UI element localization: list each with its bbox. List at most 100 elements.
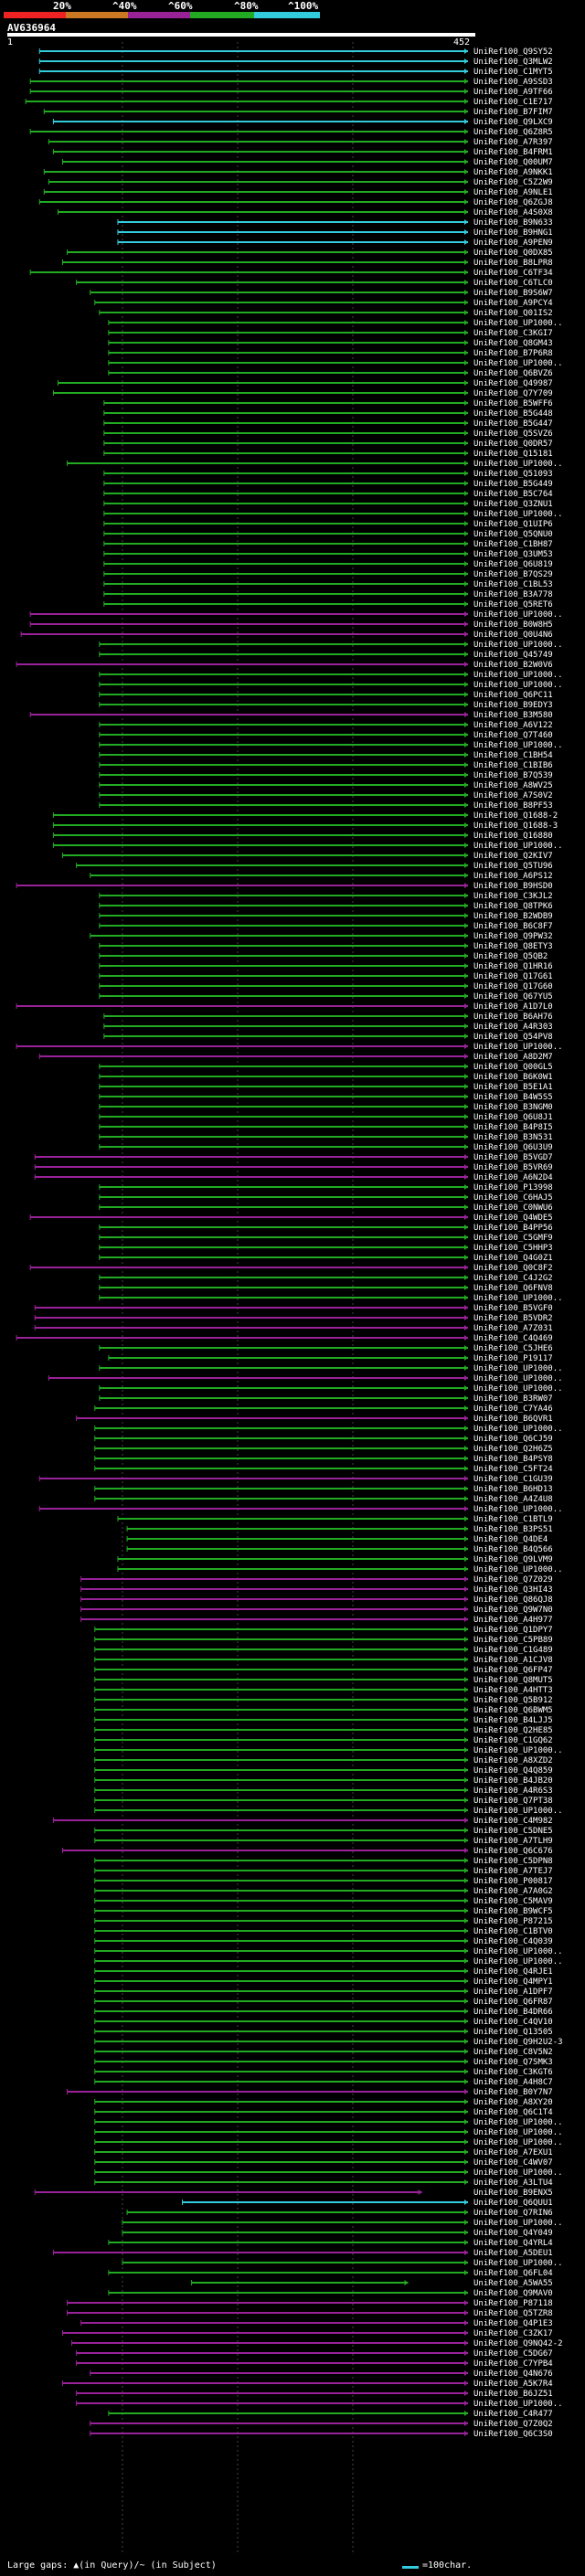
- hit-label[interactable]: UniRef100_B5VGD7: [473, 1153, 553, 1162]
- hit-label[interactable]: UniRef100_B5G449: [473, 480, 553, 489]
- hit-label[interactable]: UniRef100_A1CJV8: [473, 1656, 553, 1665]
- hit-label[interactable]: UniRef100_A5K7R4: [473, 2380, 553, 2389]
- hit-label[interactable]: UniRef100_B7FIM7: [473, 108, 553, 117]
- hit-label[interactable]: UniRef100_C1GQ62: [473, 1736, 553, 1745]
- hit-label[interactable]: UniRef100_Q86QJ8: [473, 1595, 553, 1605]
- hit-label[interactable]: UniRef100_Q2HE85: [473, 1726, 553, 1735]
- hit-label[interactable]: UniRef100_B8PF53: [473, 801, 553, 811]
- hit-label[interactable]: UniRef100_B9HNG1: [473, 228, 553, 238]
- hit-label[interactable]: UniRef100_C1BH54: [473, 751, 553, 760]
- hit-label[interactable]: UniRef100_UP1000..: [473, 359, 563, 368]
- hit-label[interactable]: UniRef100_A8D2M7: [473, 1053, 553, 1062]
- hit-label[interactable]: UniRef100_UP1000..: [473, 2138, 563, 2147]
- hit-label[interactable]: UniRef100_Q54PV8: [473, 1033, 553, 1042]
- hit-label[interactable]: UniRef100_Q6ZGJ8: [473, 198, 553, 207]
- hit-label[interactable]: UniRef100_Q7Z0Q2: [473, 2420, 553, 2429]
- hit-label[interactable]: UniRef100_C8V5N2: [473, 2048, 553, 2057]
- hit-label[interactable]: UniRef100_Q4RJE1: [473, 1967, 553, 1977]
- hit-label[interactable]: UniRef100_Q6U3U9: [473, 1143, 553, 1152]
- hit-label[interactable]: UniRef100_UP1000..: [473, 1807, 563, 1816]
- hit-label[interactable]: UniRef100_B3N531: [473, 1133, 553, 1142]
- hit-label[interactable]: UniRef100_A5WA55: [473, 2279, 553, 2288]
- hit-label[interactable]: UniRef100_C1BL53: [473, 580, 553, 589]
- hit-label[interactable]: UniRef100_Q9MAV0: [473, 2289, 553, 2298]
- hit-label[interactable]: UniRef100_Q9SY52: [473, 48, 553, 57]
- hit-label[interactable]: UniRef100_C5DNE5: [473, 1827, 553, 1836]
- hit-label[interactable]: UniRef100_UP1000..: [473, 460, 563, 469]
- hit-label[interactable]: UniRef100_Q1DPY7: [473, 1626, 553, 1635]
- hit-label[interactable]: UniRef100_UP1000..: [473, 2219, 563, 2228]
- hit-label[interactable]: UniRef100_Q00UM7: [473, 158, 553, 167]
- hit-label[interactable]: UniRef100_Q5B912: [473, 1696, 553, 1705]
- hit-label[interactable]: UniRef100_Q1HR16: [473, 962, 553, 971]
- hit-label[interactable]: UniRef100_Q4Q859: [473, 1766, 553, 1776]
- hit-label[interactable]: UniRef100_B4Q566: [473, 1545, 553, 1554]
- hit-label[interactable]: UniRef100_A6N2D4: [473, 1173, 553, 1182]
- hit-label[interactable]: UniRef100_Q3HI43: [473, 1585, 553, 1595]
- hit-label[interactable]: UniRef100_C5HHP3: [473, 1244, 553, 1253]
- hit-label[interactable]: UniRef100_Q4Y049: [473, 2229, 553, 2238]
- hit-label[interactable]: UniRef100_Q7SMK3: [473, 2058, 553, 2067]
- hit-label[interactable]: UniRef100_B5WFF6: [473, 399, 553, 408]
- hit-label[interactable]: UniRef100_A9SSD3: [473, 78, 553, 87]
- hit-label[interactable]: UniRef100_B4PP56: [473, 1224, 553, 1233]
- hit-label[interactable]: UniRef100_Q5SVZ6: [473, 429, 553, 439]
- hit-label[interactable]: UniRef100_Q7Z029: [473, 1575, 553, 1585]
- hit-label[interactable]: UniRef100_Q45749: [473, 651, 553, 660]
- hit-label[interactable]: UniRef100_A7TEJ7: [473, 1867, 553, 1876]
- hit-label[interactable]: UniRef100_Q6FP47: [473, 1666, 553, 1675]
- hit-label[interactable]: UniRef100_B9HSD0: [473, 882, 553, 891]
- hit-label[interactable]: UniRef100_Q0U4N6: [473, 631, 553, 640]
- hit-label[interactable]: UniRef100_A4R303: [473, 1023, 553, 1032]
- hit-label[interactable]: UniRef100_C6HAJ5: [473, 1193, 553, 1203]
- hit-label[interactable]: UniRef100_C3ZK17: [473, 2329, 553, 2338]
- hit-label[interactable]: UniRef100_B6C8F7: [473, 922, 553, 931]
- hit-label[interactable]: UniRef100_C3KGI7: [473, 329, 553, 338]
- hit-label[interactable]: UniRef100_C3KJL2: [473, 892, 553, 901]
- hit-label[interactable]: UniRef100_B3M580: [473, 711, 553, 720]
- hit-label[interactable]: UniRef100_UP1000..: [473, 510, 563, 519]
- hit-label[interactable]: UniRef100_Q4YRL4: [473, 2239, 553, 2248]
- hit-label[interactable]: UniRef100_Q6U8J1: [473, 1113, 553, 1122]
- hit-label[interactable]: UniRef100_Q8GM43: [473, 339, 553, 348]
- hit-label[interactable]: UniRef100_UP1000..: [473, 641, 563, 650]
- hit-label[interactable]: UniRef100_UP1000..: [473, 681, 563, 690]
- hit-label[interactable]: UniRef100_UP1000..: [473, 2128, 563, 2137]
- hit-label[interactable]: UniRef100_Q5QB2: [473, 952, 548, 961]
- hit-label[interactable]: UniRef100_B5G448: [473, 409, 553, 419]
- hit-label[interactable]: UniRef100_B6K0W1: [473, 1073, 553, 1082]
- hit-label[interactable]: UniRef100_A4H977: [473, 1616, 553, 1625]
- hit-label[interactable]: UniRef100_B5G447: [473, 419, 553, 429]
- hit-label[interactable]: UniRef100_C4J2G2: [473, 1274, 553, 1283]
- hit-label[interactable]: UniRef100_A6V122: [473, 721, 553, 730]
- hit-label[interactable]: UniRef100_Q9NQ42-2: [473, 2339, 563, 2348]
- hit-label[interactable]: UniRef100_C5GMF9: [473, 1234, 553, 1243]
- hit-label[interactable]: UniRef100_Q6C676: [473, 1847, 553, 1856]
- hit-label[interactable]: UniRef100_A8XZD2: [473, 1756, 553, 1765]
- hit-label[interactable]: UniRef100_B3A778: [473, 590, 553, 599]
- hit-label[interactable]: UniRef100_B9N633: [473, 218, 553, 228]
- hit-label[interactable]: UniRef100_Q3ZNU1: [473, 500, 553, 509]
- hit-label[interactable]: UniRef100_Q2H6Z5: [473, 1445, 553, 1454]
- hit-label[interactable]: UniRef100_UP1000..: [473, 741, 563, 750]
- hit-label[interactable]: UniRef100_A7EXU1: [473, 2148, 553, 2157]
- hit-label[interactable]: UniRef100_UP1000..: [473, 1294, 563, 1303]
- hit-label[interactable]: UniRef100_B9EDY3: [473, 701, 553, 710]
- hit-label[interactable]: UniRef100_B6HD13: [473, 1485, 553, 1494]
- hit-label[interactable]: UniRef100_B4LJJ5: [473, 1716, 553, 1725]
- hit-label[interactable]: UniRef100_B4W5S5: [473, 1093, 553, 1102]
- hit-label[interactable]: UniRef100_UP1000..: [473, 1565, 563, 1574]
- hit-label[interactable]: UniRef100_Q17G60: [473, 982, 553, 991]
- hit-label[interactable]: UniRef100_A1DPF7: [473, 1988, 553, 1997]
- hit-label[interactable]: UniRef100_UP1000..: [473, 1364, 563, 1373]
- hit-label[interactable]: UniRef100_P13998: [473, 1183, 553, 1193]
- hit-label[interactable]: UniRef100_C5PB89: [473, 1636, 553, 1645]
- hit-label[interactable]: UniRef100_UP1000..: [473, 2400, 563, 2409]
- hit-label[interactable]: UniRef100_B3PS51: [473, 1525, 553, 1534]
- hit-label[interactable]: UniRef100_Q4G0Z1: [473, 1254, 553, 1263]
- hit-label[interactable]: UniRef100_A6PS12: [473, 872, 553, 881]
- hit-label[interactable]: UniRef100_C7YA46: [473, 1405, 553, 1414]
- hit-label[interactable]: UniRef100_Q1688-2: [473, 811, 558, 821]
- hit-label[interactable]: UniRef100_Q51093: [473, 470, 553, 479]
- hit-label[interactable]: UniRef100_B7Q539: [473, 771, 553, 780]
